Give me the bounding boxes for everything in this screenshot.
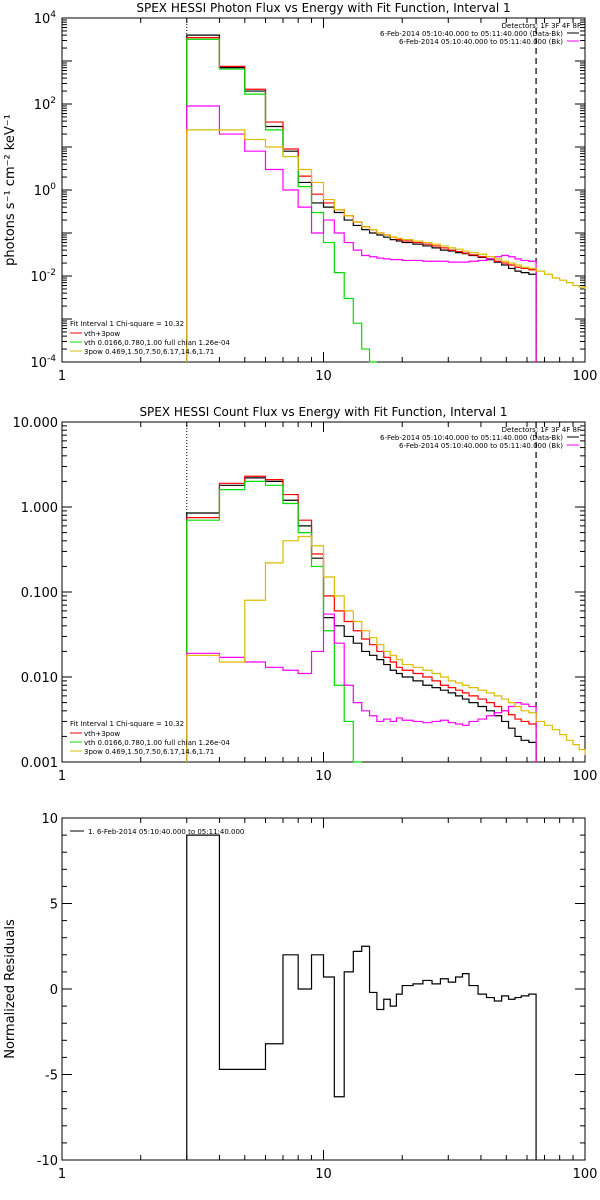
series-line-3pow	[186, 613, 537, 762]
y-axis-label: photons s⁻¹ cm⁻² keV⁻¹	[3, 114, 18, 266]
y-tick-label: 1.000	[21, 501, 58, 516]
y-tick-label: 5	[50, 898, 58, 913]
plot-title: SPEX HESSI Count Flux vs Energy with Fit…	[139, 405, 507, 419]
x-axis: 1 10 100	[58, 818, 598, 1182]
y-tick-label: 0.001	[21, 756, 58, 771]
legend-label: 6-Feb-2014 05:10:40.000 to 05:11:40.000 …	[380, 434, 563, 442]
legend-bottom: Fit Interval 1 Chi-square = 10.32 vth+3po…	[70, 320, 230, 356]
y-tick-label: 100	[34, 182, 57, 199]
legend-top: Detectors: 1F 3F 4F 8F6-Feb-2014 05:10:4…	[380, 426, 581, 450]
y-axis-label: Normalized Residuals	[3, 919, 18, 1059]
series-line-data	[186, 477, 537, 762]
panel-3: 1 10 100 -10 -5 0 5 10 Normalized Residuals 1. 6-…	[3, 812, 597, 1182]
x-tick-label: 100	[573, 769, 598, 784]
panel-1: SPEX HESSI Photon Flux vs Energy with Fi…	[3, 1, 597, 384]
y-tick-label: 102	[34, 96, 56, 113]
x-tick-label: 100	[573, 1167, 598, 1182]
x-tick-label: 100	[573, 369, 598, 384]
y-axis: 0.001 0.010 0.100 1.000 10.000	[13, 416, 585, 771]
legend-top: Detectors: 1F 3F 4F 8F6-Feb-2014 05:10:4…	[380, 22, 581, 46]
fit-legend-header: Fit Interval 1 Chi-square = 10.32	[70, 720, 184, 728]
detector-label: Detectors: 1F 3F 4F 8F	[502, 22, 581, 30]
x-tick-label: 1	[58, 769, 66, 784]
y-tick-label: 0.100	[21, 586, 58, 601]
fit-legend-label: vth+3pow	[84, 730, 120, 738]
y-tick-label: 10.000	[13, 416, 59, 431]
fit-legend-label: vth+3pow	[84, 330, 120, 338]
x-axis: 1 10 100	[58, 18, 598, 384]
x-tick-label: 1	[58, 1167, 66, 1182]
panel-2: SPEX HESSI Count Flux vs Energy with Fit…	[13, 405, 598, 784]
y-tick-label: 0	[50, 983, 58, 998]
y-tick-label: 104	[34, 10, 57, 27]
series-line-vth-3pow	[186, 475, 537, 762]
legend-label: 6-Feb-2014 05:10:40.000 to 05:11:40.000 …	[380, 30, 563, 38]
legend-label: 6-Feb-2014 05:10:40.000 to 05:11:40.000 …	[399, 442, 563, 450]
y-tick-label: 0.010	[21, 671, 58, 686]
x-tick-label: 1	[58, 369, 66, 384]
y-tick-label: 10-2	[30, 268, 56, 285]
series-line-residuals	[186, 834, 537, 1160]
y-tick-label: -5	[45, 1069, 58, 1084]
y-tick-label: 10-4	[30, 354, 56, 371]
x-tick-label: 10	[315, 769, 332, 784]
detector-label: Detectors: 1F 3F 4F 8F	[502, 426, 581, 434]
legend-bottom: Fit Interval 1 Chi-square = 10.32 vth+3po…	[70, 720, 230, 756]
series-line-vth	[186, 480, 362, 763]
series-line-3pow	[186, 105, 537, 362]
x-axis: 1 10 100	[58, 422, 598, 784]
series-line-3pow-extended-	[186, 129, 586, 362]
legend-top: 1. 6-Feb-2014 05:10:40.000 to 05:11:40.0…	[70, 828, 244, 836]
y-axis: 10-4 10-2 100 102 104 photons s⁻¹ cm⁻² keV⁻¹	[3, 10, 585, 371]
series-group	[186, 475, 586, 763]
series-line-3pow-extended-	[186, 535, 586, 762]
fit-legend-label: 3pow 0.469,1.50,7.50,6.17,14.6,1.71	[84, 748, 214, 756]
fit-legend-label: vth 0.0166,0.780,1.00 full chian 1.26e-0…	[84, 339, 230, 347]
fit-legend-label: 3pow 0.469,1.50,7.50,6.17,14.6,1.71	[84, 348, 214, 356]
fit-legend-label: vth 0.0166,0.780,1.00 full chian 1.26e-0…	[84, 739, 230, 747]
fit-legend-header: Fit Interval 1 Chi-square = 10.32	[70, 320, 184, 328]
series-group	[186, 834, 537, 1160]
plot-title: SPEX HESSI Photon Flux vs Energy with Fi…	[136, 1, 510, 15]
x-tick-label: 10	[315, 369, 332, 384]
x-tick-label: 10	[315, 1167, 332, 1182]
y-axis: -10 -5 0 5 10 Normalized Residuals	[3, 812, 585, 1169]
legend-label: 1. 6-Feb-2014 05:10:40.000 to 05:11:40.0…	[88, 828, 244, 836]
series-line-vth	[186, 38, 377, 363]
y-tick-label: -10	[37, 1154, 58, 1169]
series-line-vth-3pow	[186, 37, 537, 362]
series-group	[186, 34, 586, 363]
plot-frame	[61, 817, 586, 1161]
series-line-data	[186, 34, 537, 362]
legend-label: 6-Feb-2014 05:10:40.000 to 05:11:40.000 …	[399, 38, 563, 46]
y-tick-label: 10	[41, 812, 58, 827]
